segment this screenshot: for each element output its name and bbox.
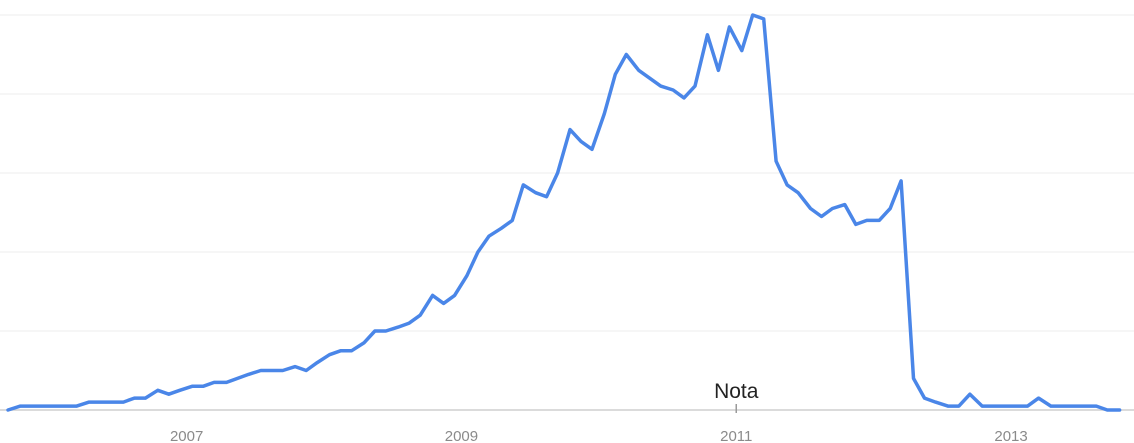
- annotation-label-0: Nota: [714, 380, 759, 403]
- gridlines: [0, 14, 1134, 411]
- x-tick-label-2013: 2013: [994, 428, 1027, 443]
- x-tick-label-2009: 2009: [445, 428, 478, 443]
- x-tick-label-2011: 2011: [720, 428, 752, 443]
- x-axis-tick-labels: 2007 2009 2011 2013: [170, 428, 1028, 443]
- series-line-0: [6, 13, 1122, 412]
- annotations: Nota: [714, 380, 759, 413]
- series-lines: [6, 13, 1122, 412]
- x-tick-label-2007: 2007: [170, 428, 203, 443]
